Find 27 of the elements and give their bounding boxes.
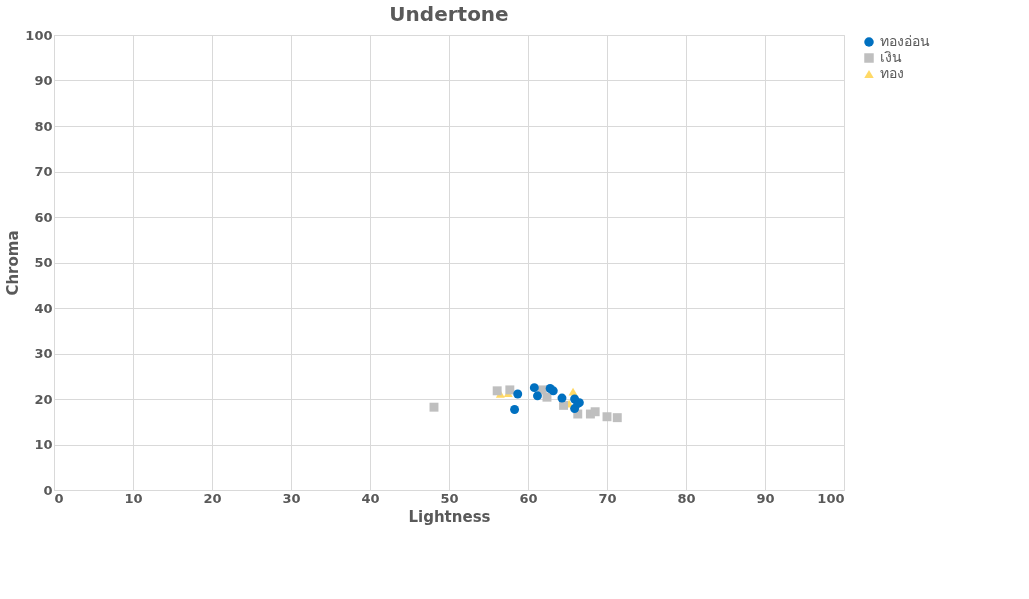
y-tick-label: 60 [34,209,53,225]
y-tick-label: 40 [34,300,53,316]
x-tick-label: 10 [124,490,143,506]
legend-label: เงิน [880,49,902,65]
x-tick-label: 0 [54,490,64,506]
y-tick-label: 10 [34,437,53,452]
x-tick-label: 40 [361,490,380,506]
y-tick-label: 30 [34,346,53,361]
y-tick-label: 100 [25,27,53,43]
y-tick-label: 20 [34,391,53,407]
x-axis-title: Lightness [408,507,491,526]
chart-title: Undertone [389,2,509,26]
y-tick-label: 80 [34,118,53,134]
y-tick-label: 70 [34,164,53,179]
x-tick-label: 100 [817,490,845,506]
x-tick-label: 90 [756,490,775,506]
legend-label: ทอง [880,65,904,81]
y-tick-label: 90 [34,73,53,88]
y-tick-label: 50 [34,255,53,270]
x-tick-label: 30 [282,490,301,506]
x-tick-label: 60 [519,490,538,506]
x-tick-label: 20 [203,490,222,506]
y-axis-title: Chroma [4,230,23,296]
x-tick-label: 50 [440,490,459,506]
legend-label: ทองอ่อน [880,33,930,49]
x-tick-label: 80 [677,490,696,506]
x-tick-label: 70 [598,490,617,506]
